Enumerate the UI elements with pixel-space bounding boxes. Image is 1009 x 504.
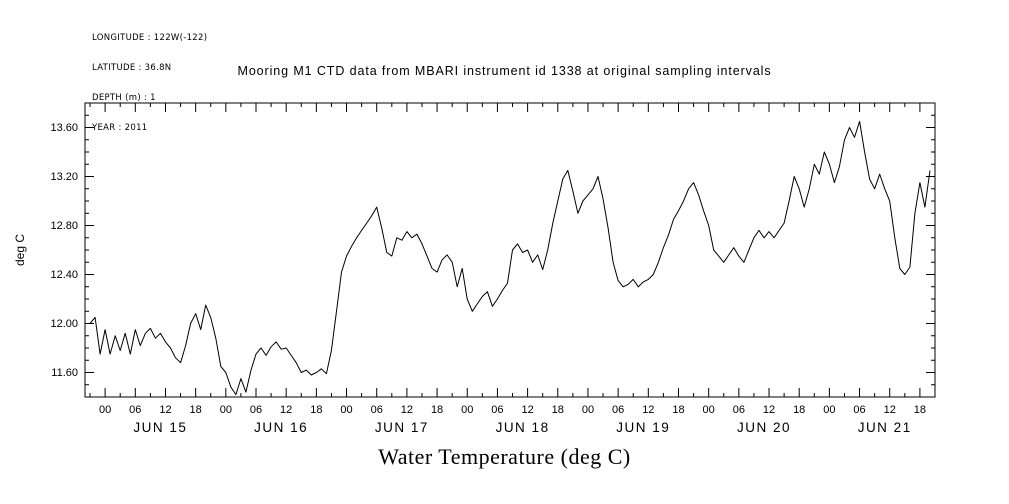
meta-latitude: LATITUDE : 36.8N [92, 63, 172, 73]
x-day-label: JUN 15 [133, 420, 187, 435]
x-day-label: JUN 18 [496, 420, 550, 435]
x-tick-label: 12 [280, 404, 292, 416]
x-tick-label: 18 [431, 404, 443, 416]
y-tick-label: 12.80 [50, 220, 78, 232]
x-tick-label: 06 [250, 404, 262, 416]
x-day-label: JUN 17 [375, 420, 429, 435]
plot-frame [84, 102, 936, 398]
x-tick-label: 12 [642, 404, 654, 416]
y-tick-label: 13.60 [50, 122, 78, 134]
x-tick-label: 12 [159, 404, 171, 416]
x-axis-title: Water Temperature (deg C) [378, 444, 631, 469]
x-day-label: JUN 20 [737, 420, 791, 435]
x-tick-label: 00 [582, 404, 594, 416]
x-tick-label: 06 [853, 404, 865, 416]
x-tick-label: 06 [371, 404, 383, 416]
x-tick-label: 12 [521, 404, 533, 416]
x-day-label: JUN 16 [254, 420, 308, 435]
x-tick-label: 18 [914, 404, 926, 416]
x-tick-label: 18 [552, 404, 564, 416]
x-tick-label: 18 [672, 404, 684, 416]
metadata-block: LONGITUDE : 122W(-122) LATITUDE : 36.8N … [92, 13, 207, 153]
x-tick-label: 12 [401, 404, 413, 416]
x-day-label: JUN 19 [616, 420, 670, 435]
x-tick-label: 06 [129, 404, 141, 416]
x-tick-label: 06 [733, 404, 745, 416]
x-tick-label: 00 [99, 404, 111, 416]
x-tick-label: 18 [190, 404, 202, 416]
x-tick-label: 00 [220, 404, 232, 416]
meta-year: YEAR : 2011 [92, 123, 148, 133]
y-tick-label: 13.20 [50, 171, 78, 183]
x-tick-label: 18 [793, 404, 805, 416]
y-tick-label: 12.40 [50, 269, 78, 281]
x-tick-label: 06 [491, 404, 503, 416]
x-tick-label: 00 [340, 404, 352, 416]
x-tick-label: 00 [461, 404, 473, 416]
x-tick-label: 12 [763, 404, 775, 416]
x-tick-label: 12 [884, 404, 896, 416]
meta-longitude: LONGITUDE : 122W(-122) [92, 33, 208, 43]
y-tick-label: 11.60 [51, 367, 78, 379]
x-tick-label: 18 [310, 404, 322, 416]
y-axis-label: deg C [13, 234, 27, 266]
temperature-series-line [89, 120, 931, 396]
plot-title: Mooring M1 CTD data from MBARI instrumen… [237, 64, 772, 78]
x-tick-label: 00 [703, 404, 715, 416]
meta-depth: DEPTH (m) : 1 [92, 93, 156, 103]
x-tick-label: 06 [612, 404, 624, 416]
x-tick-label: 00 [823, 404, 835, 416]
x-day-label: JUN 21 [858, 420, 912, 435]
y-tick-label: 12.00 [50, 318, 78, 330]
